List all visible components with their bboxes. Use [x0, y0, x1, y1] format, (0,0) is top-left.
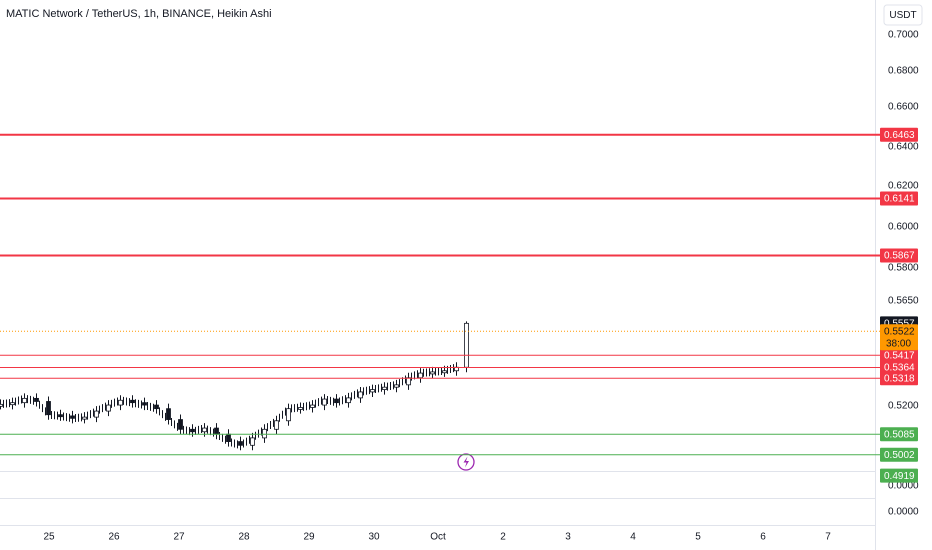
candle [94, 410, 99, 418]
candle [250, 437, 255, 446]
price-axis-label: 0.0000 [888, 481, 919, 492]
candle [178, 419, 183, 430]
candle [370, 389, 375, 393]
currency-label[interactable]: USDT [889, 10, 916, 21]
time-axis-label: 25 [43, 532, 55, 543]
level-label: 0.6463 [884, 130, 915, 141]
price-axis-label: 0.6600 [888, 102, 919, 113]
level-label: 0.5318 [884, 373, 915, 384]
lightning-icon [463, 456, 469, 468]
time-axis-label: 2 [500, 532, 506, 543]
candle [358, 391, 363, 399]
time-axis-label: 5 [695, 532, 701, 543]
candle [202, 427, 207, 433]
candle [464, 322, 469, 368]
price-axis-label: 0.6800 [888, 66, 919, 77]
countdown-label: 38:00 [886, 338, 911, 349]
price-axis-label: 0.6200 [888, 181, 919, 192]
level-box [880, 127, 918, 142]
candle [274, 420, 279, 430]
time-axis-label: 27 [173, 532, 185, 543]
candle [346, 397, 351, 404]
candle [166, 408, 171, 420]
candle [310, 404, 315, 408]
candle [226, 433, 231, 442]
price-axis-label: 0.6000 [888, 222, 919, 233]
time-axis-label: 6 [760, 532, 766, 543]
price-axis-label: 0.5800 [888, 263, 919, 274]
level-box [880, 348, 918, 363]
candle [406, 377, 411, 386]
candle [322, 398, 327, 406]
candle [430, 371, 435, 375]
price-axis-label: 0.0000 [888, 507, 919, 518]
candle [58, 414, 63, 418]
level-label: 0.5417 [884, 350, 915, 361]
candle [34, 397, 39, 402]
time-axis-label: 28 [238, 532, 250, 543]
level-box [880, 371, 918, 386]
level-box [880, 468, 918, 483]
candle [70, 415, 75, 419]
price-axis-label: 0.5650 [888, 296, 919, 307]
level-label: 0.6141 [884, 194, 915, 205]
candle [106, 404, 111, 412]
candle [10, 402, 15, 406]
level-box [880, 248, 918, 263]
candle [190, 428, 195, 433]
currency-button[interactable] [883, 4, 923, 26]
price-axis-label: 0.7000 [888, 30, 919, 41]
time-axis-label: 3 [565, 532, 571, 543]
candle [82, 416, 87, 420]
candle [298, 407, 303, 410]
chart-title: MATIC Network / TetherUS, 1h, BINANCE, H… [6, 8, 272, 20]
level-label: 0.4919 [884, 471, 915, 482]
time-axis-label: 26 [108, 532, 120, 543]
candle [142, 402, 147, 406]
candle [0, 403, 3, 407]
candle [418, 372, 423, 379]
time-axis-label: Oct [430, 532, 446, 543]
current-price-box [880, 324, 918, 351]
time-axis-label: 29 [303, 532, 315, 543]
candle [394, 384, 399, 388]
level-box [880, 427, 918, 442]
candle [286, 408, 291, 422]
level-box [880, 360, 918, 375]
candle [262, 428, 267, 439]
current-price-label: 0.5522 [884, 326, 915, 337]
price-axis-label: 0.6400 [888, 142, 919, 153]
candle [334, 398, 339, 404]
candle [22, 397, 27, 404]
level-label: 0.5002 [884, 450, 915, 461]
time-axis-label: 7 [825, 532, 831, 543]
candle [130, 399, 135, 404]
candle [46, 401, 51, 416]
candle [118, 399, 123, 406]
level-box [880, 191, 918, 206]
level-box [880, 447, 918, 462]
candle [214, 427, 219, 435]
candle [382, 386, 387, 390]
time-axis-label: 30 [368, 532, 380, 543]
candle [154, 404, 159, 410]
last-price-label: 0.5557 [884, 318, 915, 329]
level-label: 0.5364 [884, 363, 915, 374]
candle [442, 370, 447, 374]
price-axis-label: 0.5200 [888, 401, 919, 412]
level-label: 0.5867 [884, 251, 915, 262]
candle [238, 441, 243, 446]
time-axis-label: 4 [630, 532, 636, 543]
level-label: 0.5085 [884, 429, 915, 440]
